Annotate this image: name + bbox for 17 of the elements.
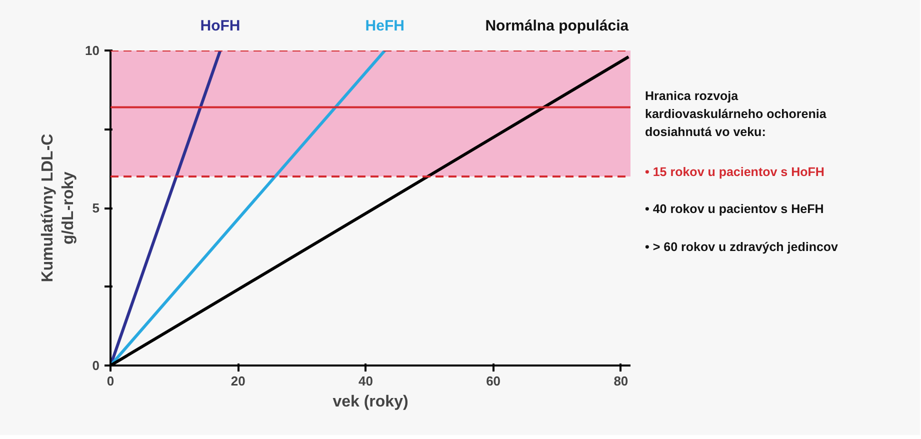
x-axis-title: vek (roky) [332,394,408,410]
x-tick-label: 0 [106,374,114,388]
x-tick-label: 80 [614,374,628,388]
text: • > 60 rokov u zdravých jedincov [645,239,838,256]
y-axis-title: Kumulatívny LDL-C g/dL-roky [40,133,78,282]
y-tick-label: 5 [92,200,100,216]
x-tick-label: 60 [486,374,501,388]
text: Hranica rozvoja kardiovaskulárneho ochorenia dosiahnutá vo veku: [645,88,828,141]
y-tick-label: 10 [85,43,100,58]
y-tick-label: 0 [92,358,100,373]
series-label: HoFH [200,18,240,34]
text: • 40 rokov u pacientov s HeFH [645,201,825,218]
x-tick-label: 20 [230,374,246,388]
text: • 15 rokov u pacientov s HoFH [645,164,826,181]
series-label: HeFH [365,18,404,34]
x-tick-label: 40 [358,374,373,388]
series-label: Normálna populácia [485,18,630,34]
